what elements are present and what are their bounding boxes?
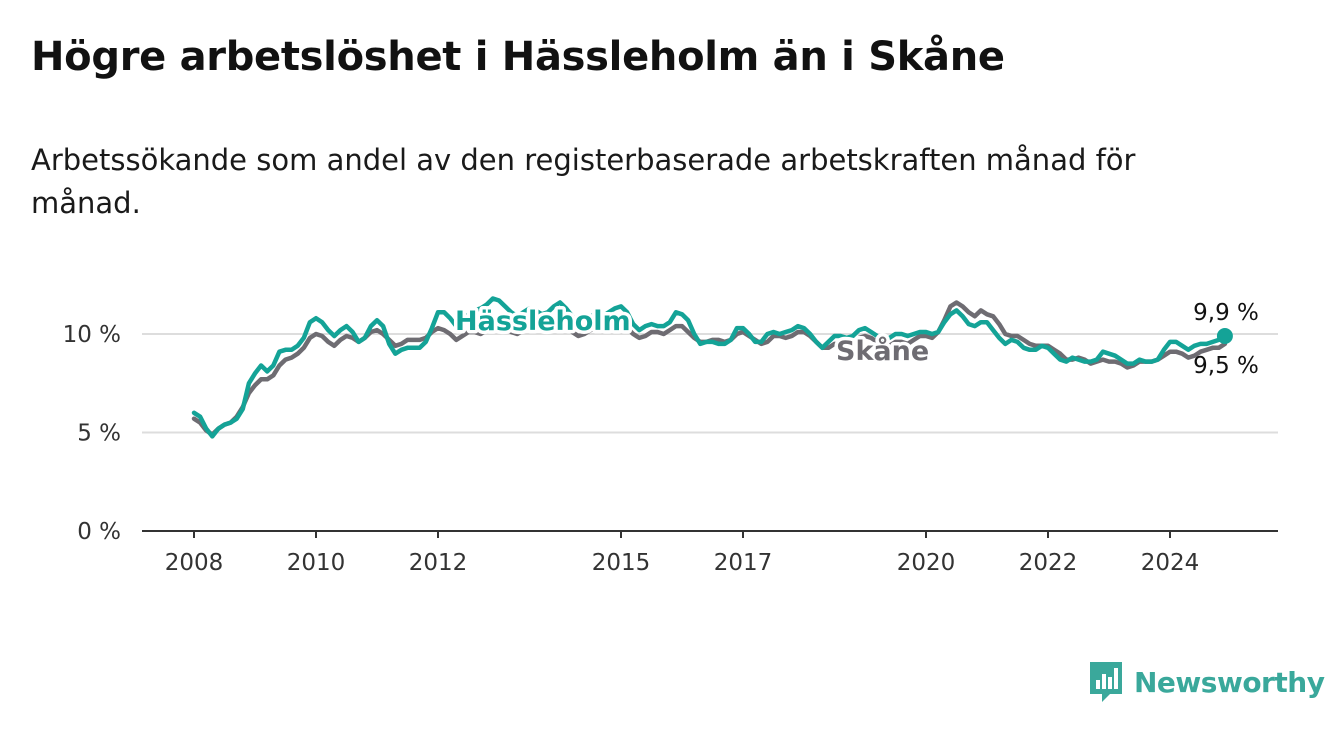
x-tick-label: 2020 [897, 550, 956, 576]
newsworthy-logo: Newsworthy [1088, 660, 1325, 704]
chart-title: Högre arbetslöshet i Hässleholm än i Skå… [31, 34, 1005, 80]
end-value-label-skane: 9,5 % [1193, 353, 1259, 379]
x-axis-ticks: 2008 2010 2012 2015 2017 2020 2022 2024 [165, 531, 1200, 576]
y-tick-label: 0 % [77, 519, 121, 545]
x-tick-label: 2015 [592, 550, 651, 576]
newsworthy-bar-chart-icon [1090, 662, 1122, 702]
x-tick-label: 2024 [1141, 550, 1200, 576]
x-tick-label: 2017 [714, 550, 773, 576]
series-lines [191, 296, 1233, 439]
chart-subtitle: Arbetssökande som andel av den registerb… [31, 143, 1136, 220]
end-value-label-hassleholm: 9,9 % [1193, 300, 1259, 326]
x-tick-label: 2022 [1019, 550, 1078, 576]
y-axis-ticks: 0 % 5 % 10 % [63, 322, 121, 545]
series-line-skane [191, 300, 1228, 437]
y-tick-label: 10 % [63, 322, 121, 348]
x-tick-label: 2010 [287, 550, 346, 576]
brand-name: Newsworthy [1134, 665, 1325, 699]
series-labels: Hässleholm Skåne 9,9 % 9,5 % [452, 300, 1259, 379]
x-tick-label: 2012 [409, 550, 468, 576]
x-tick-label: 2008 [165, 550, 224, 576]
gridlines [142, 333, 1278, 434]
y-tick-label: 5 % [77, 421, 121, 447]
series-label-skane: Skåne [836, 335, 929, 367]
line-chart: 0 %5 %10 % 2008 2010 2012 2015 2017 2020 2022 2… [63, 296, 1278, 576]
series-label-hassleholm: Hässleholm [455, 306, 631, 337]
series-line-hassleholm [191, 296, 1228, 439]
end-point-hassleholm [1216, 327, 1233, 344]
